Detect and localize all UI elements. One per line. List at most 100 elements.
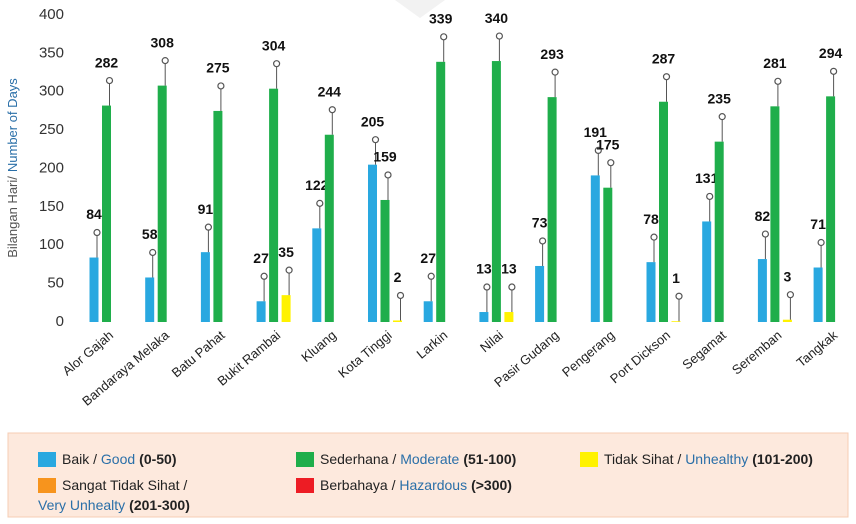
x-tick-label: Segamat bbox=[679, 327, 729, 372]
value-label: 13 bbox=[501, 261, 517, 277]
legend-name-bm: Baik bbox=[62, 451, 90, 467]
x-tick-label: Pengerang bbox=[559, 327, 617, 379]
value-label: 2 bbox=[394, 269, 402, 285]
pin-head bbox=[273, 60, 281, 68]
bar bbox=[423, 301, 433, 322]
legend-name-en: Unhealthy bbox=[685, 451, 748, 467]
legend-range: (0-50) bbox=[139, 451, 176, 467]
value-label: 244 bbox=[318, 83, 342, 99]
pin-head bbox=[829, 67, 838, 75]
value-label: 293 bbox=[540, 46, 564, 62]
pin-head bbox=[706, 192, 714, 201]
bar bbox=[324, 134, 334, 322]
pin-head bbox=[607, 159, 615, 167]
bar bbox=[145, 277, 155, 322]
pin-head bbox=[105, 76, 114, 85]
x-tick-label: Seremban bbox=[729, 327, 785, 377]
bar bbox=[757, 259, 767, 322]
pin-head bbox=[93, 228, 101, 237]
value-label: 159 bbox=[373, 149, 397, 165]
x-tick-label: Tangkak bbox=[794, 327, 841, 370]
legend-name-bm: Sederhana bbox=[320, 451, 389, 467]
decoration bbox=[395, 0, 445, 18]
value-label: 205 bbox=[361, 113, 385, 129]
pin-head bbox=[508, 283, 516, 291]
bar bbox=[479, 312, 489, 322]
pin-head bbox=[761, 230, 770, 238]
legend-name-bm: Tidak Sihat bbox=[604, 451, 674, 467]
legend-name-en: Good bbox=[101, 451, 135, 467]
value-label: 1 bbox=[672, 270, 680, 286]
y-tick-label: 200 bbox=[39, 159, 64, 176]
y-tick-label: 300 bbox=[39, 83, 64, 100]
bar bbox=[603, 187, 613, 322]
legend-name-en: Moderate bbox=[400, 451, 459, 467]
x-tick-label: Alor Gajah bbox=[59, 327, 116, 378]
bar bbox=[659, 101, 668, 322]
legend-swatch bbox=[38, 452, 56, 467]
y-tick-label: 100 bbox=[39, 236, 64, 253]
bar bbox=[535, 265, 545, 322]
legend-box bbox=[7, 432, 849, 518]
legend-range: (101-200) bbox=[752, 451, 813, 467]
legend-label: Sederhana / Moderate (51-100) bbox=[320, 451, 516, 467]
value-label: 287 bbox=[652, 50, 676, 66]
value-label: 275 bbox=[206, 60, 230, 76]
value-label: 294 bbox=[819, 45, 843, 61]
bar bbox=[714, 141, 724, 322]
x-tick-label: Nilai bbox=[477, 327, 506, 355]
legend-label: Sangat Tidak Sihat / bbox=[62, 477, 187, 493]
y-tick-label: 50 bbox=[47, 275, 64, 292]
y-tick-label: 350 bbox=[39, 44, 64, 61]
value-label: 235 bbox=[708, 90, 732, 106]
pin-head bbox=[538, 237, 547, 245]
pin-head bbox=[384, 171, 392, 179]
pin-head bbox=[483, 283, 491, 291]
pin-head bbox=[786, 291, 795, 299]
bar bbox=[89, 257, 99, 322]
bar bbox=[102, 105, 111, 322]
bar bbox=[436, 61, 446, 322]
value-label: 340 bbox=[485, 10, 509, 26]
x-tick-label: Kluang bbox=[298, 327, 339, 365]
legend-label: Berbahaya / Hazardous (>300) bbox=[320, 477, 512, 493]
y-tick-label: 250 bbox=[39, 121, 64, 138]
legend-sep: / bbox=[180, 477, 188, 493]
pin-head bbox=[718, 113, 726, 121]
legend-name-bm: Berbahaya bbox=[320, 477, 388, 493]
y-axis-label: Bilangan Hari/Number of Days bbox=[5, 78, 20, 258]
bar bbox=[504, 312, 514, 322]
pin-head bbox=[396, 291, 405, 300]
legend-swatch bbox=[38, 478, 56, 493]
legend-swatch bbox=[296, 452, 314, 467]
y-label-bm: Bilangan Hari/ bbox=[5, 176, 20, 258]
value-label: 339 bbox=[429, 11, 453, 27]
bar bbox=[646, 262, 656, 322]
legend-name-en: Hazardous bbox=[399, 477, 467, 493]
legend-swatch bbox=[580, 452, 598, 467]
bar bbox=[269, 88, 279, 323]
value-label: 73 bbox=[532, 215, 548, 231]
bar bbox=[368, 164, 377, 322]
value-label: 282 bbox=[95, 54, 119, 70]
value-label: 281 bbox=[763, 55, 787, 71]
bar bbox=[671, 321, 681, 322]
bar bbox=[547, 97, 557, 322]
bar bbox=[256, 301, 266, 322]
pin-head bbox=[594, 146, 602, 155]
x-tick-label: Kota Tinggi bbox=[335, 327, 395, 380]
y-tick-label: 0 bbox=[56, 313, 64, 330]
value-label: 308 bbox=[151, 34, 175, 50]
bar bbox=[380, 199, 390, 322]
pin-head bbox=[285, 266, 293, 274]
bar bbox=[491, 61, 501, 323]
pin-head bbox=[316, 199, 324, 207]
value-label: 91 bbox=[198, 201, 214, 217]
pin-head bbox=[427, 272, 435, 280]
bar bbox=[702, 221, 712, 322]
y-label-en: Number of Days bbox=[5, 78, 20, 172]
value-label: 58 bbox=[142, 226, 158, 242]
legend-range: (51-100) bbox=[463, 451, 516, 467]
value-label: 175 bbox=[596, 136, 620, 152]
